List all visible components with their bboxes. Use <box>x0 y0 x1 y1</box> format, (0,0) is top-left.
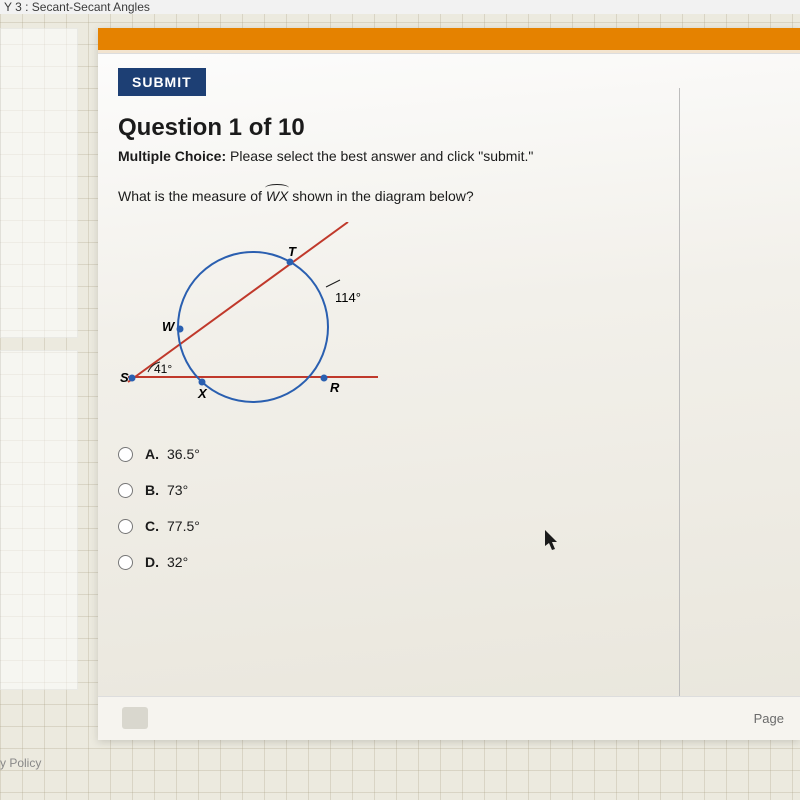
choice-radio-b[interactable] <box>118 483 133 498</box>
browser-tab-strip: Y 3 : Secant-Secant Angles <box>0 0 800 14</box>
svg-text:R: R <box>330 380 340 395</box>
choice-radio-d[interactable] <box>118 555 133 570</box>
choice-row-a[interactable]: A. 36.5° <box>118 446 800 462</box>
choice-letter: C. <box>145 518 159 534</box>
question-instruction: Please select the best answer and click … <box>226 148 533 164</box>
question-subheading: Multiple Choice: Please select the best … <box>118 148 800 164</box>
choice-row-d[interactable]: D. 32° <box>118 554 800 570</box>
choice-radio-a[interactable] <box>118 447 133 462</box>
panel-sub-bar <box>98 50 800 54</box>
choice-text: 73° <box>167 482 188 498</box>
svg-text:S: S <box>120 370 129 385</box>
choice-text: 36.5° <box>167 446 200 462</box>
choice-text: 32° <box>167 554 188 570</box>
prompt-pre: What is the measure of <box>118 188 266 204</box>
svg-text:W: W <box>162 319 176 334</box>
choice-text: 77.5° <box>167 518 200 534</box>
question-prompt: What is the measure of WX shown in the d… <box>118 188 800 204</box>
page-indicator: Page <box>754 697 784 741</box>
choice-letter: B. <box>145 482 159 498</box>
choice-letter: D. <box>145 554 159 570</box>
answer-choices: A. 36.5° B. 73° C. 77.5° D. 32° <box>118 446 800 570</box>
page-label: Page <box>754 711 784 726</box>
svg-text:X: X <box>197 386 208 401</box>
choice-radio-c[interactable] <box>118 519 133 534</box>
policy-link[interactable]: y Policy <box>0 756 41 770</box>
svg-text:41°: 41° <box>154 362 172 376</box>
choice-row-b[interactable]: B. 73° <box>118 482 800 498</box>
choice-row-c[interactable]: C. 77.5° <box>118 518 800 534</box>
svg-text:114°: 114° <box>335 290 361 305</box>
left-panel-upper <box>0 28 78 338</box>
question-type-label: Multiple Choice: <box>118 148 226 164</box>
submit-button[interactable]: SUBMIT <box>118 68 206 96</box>
panel-body: SUBMIT Question 1 of 10 Multiple Choice:… <box>118 68 800 740</box>
left-panel-lower <box>0 350 78 690</box>
question-panel: SUBMIT Question 1 of 10 Multiple Choice:… <box>98 28 800 740</box>
question-heading: Question 1 of 10 <box>118 114 800 142</box>
arc-symbol: WX <box>266 188 289 204</box>
panel-accent-bar <box>98 28 800 50</box>
panel-footer: Page <box>98 696 800 740</box>
tab-title: Y 3 : Secant-Secant Angles <box>4 0 150 14</box>
choice-letter: A. <box>145 446 159 462</box>
print-icon[interactable] <box>122 707 148 729</box>
prompt-post: shown in the diagram below? <box>292 188 473 204</box>
geometry-diagram: T W X R S 41° 114° <box>118 222 388 432</box>
diagram-svg: T W X R S 41° 114° <box>118 222 388 432</box>
svg-text:T: T <box>288 244 297 259</box>
